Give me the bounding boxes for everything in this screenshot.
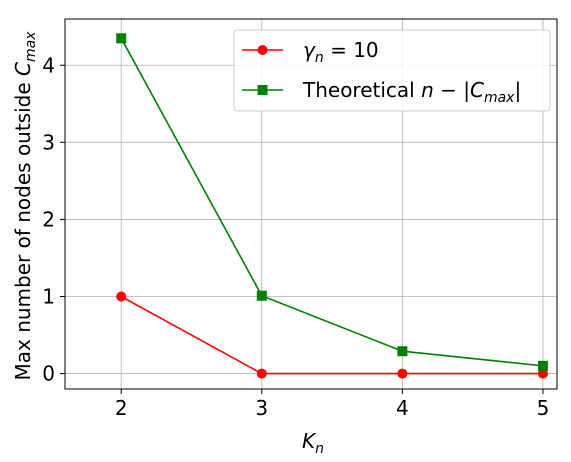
y-axis-label: Max number of nodes outside Cmax [11, 31, 39, 381]
y-axis-ticks: 0 1 2 3 4 [42, 53, 65, 386]
series-line-1 [120, 37, 544, 367]
x-axis-ticks: 2 3 4 5 [115, 389, 549, 420]
x-axis-label: Kn [302, 429, 324, 457]
series-line-0 [120, 295, 543, 375]
legend-marker-theoretical [257, 85, 268, 95]
y-tick-label: 4 [42, 53, 55, 77]
y-tick-label: 3 [42, 130, 55, 154]
x-tick-label: 3 [255, 396, 268, 420]
series-point-0 [537, 368, 548, 379]
y-tick-label: 2 [42, 207, 55, 231]
series-point-1 [537, 360, 548, 371]
plot-area [116, 33, 548, 379]
series-point-1 [256, 290, 267, 301]
x-tick-label: 2 [115, 396, 128, 420]
y-tick-label: 1 [42, 285, 55, 309]
y-tick-label: 0 [42, 362, 55, 386]
axes-frame [64, 18, 558, 390]
legend-label-gamma: γn = 10 [303, 38, 379, 66]
x-tick-label: 4 [396, 396, 409, 420]
series-point-1 [397, 346, 408, 357]
series-point-0 [256, 368, 267, 379]
series-point-0 [397, 368, 408, 379]
legend: γn = 10 Theoretical n − |Cmax| [233, 29, 551, 112]
x-tick-label: 5 [537, 396, 550, 420]
series-point-1 [116, 33, 127, 44]
legend-box [233, 29, 551, 112]
series-point-0 [116, 291, 127, 302]
legend-marker-gamma [257, 45, 268, 55]
